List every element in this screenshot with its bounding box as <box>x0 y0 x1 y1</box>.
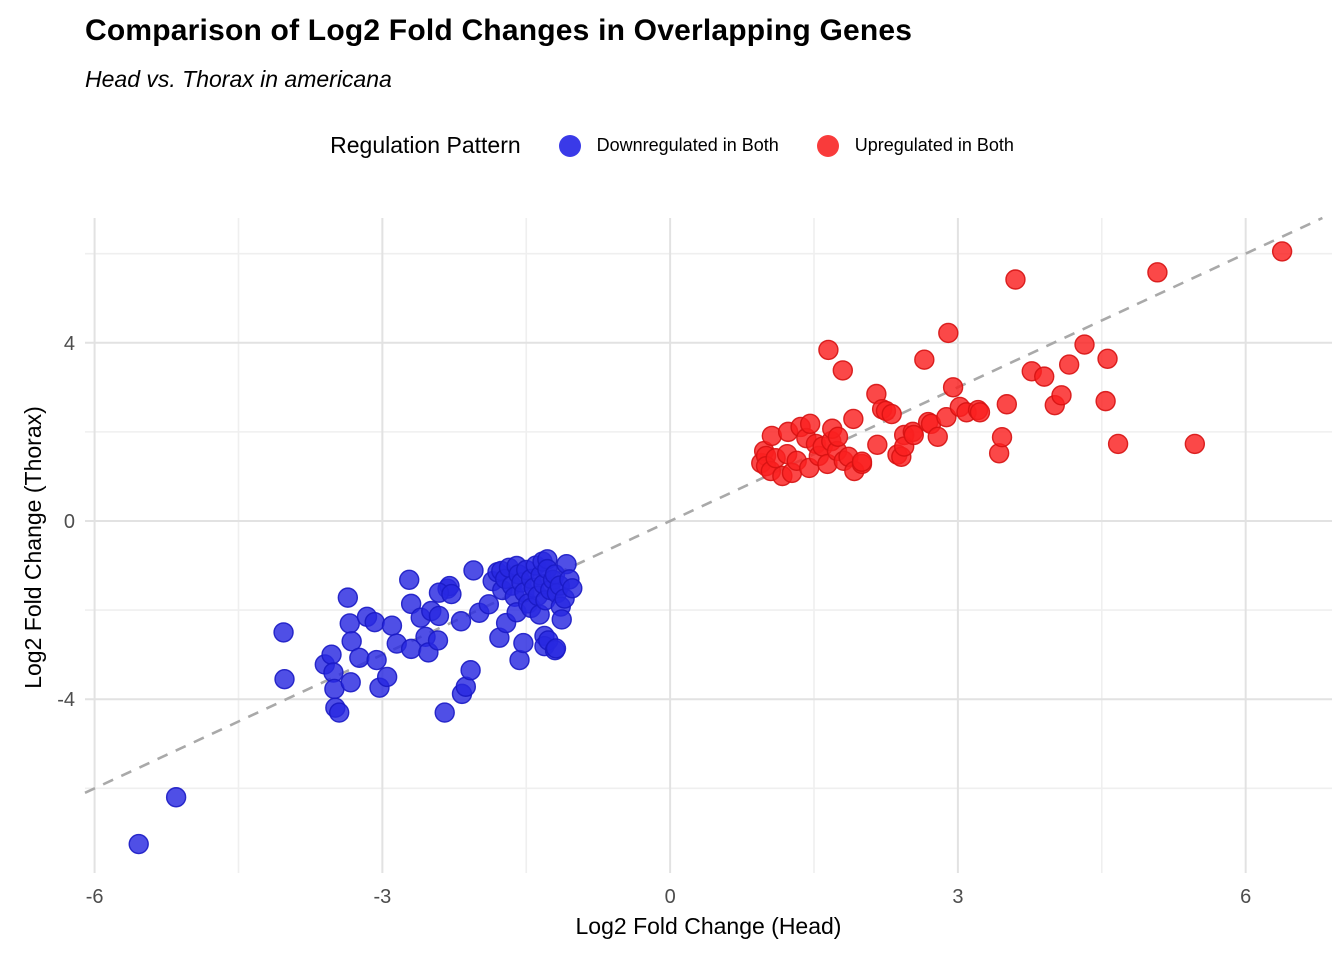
data-point-upregulated <box>1058 354 1080 375</box>
data-point-upregulated <box>832 360 853 381</box>
data-point-upregulated <box>1095 390 1116 412</box>
data-point-upregulated <box>1107 433 1129 455</box>
data-point-downregulated <box>273 622 294 643</box>
legend-dot-red <box>816 134 839 157</box>
data-point-upregulated <box>927 426 948 447</box>
data-point-upregulated <box>799 413 821 435</box>
data-point-upregulated <box>1005 269 1026 290</box>
chart-title: Comparison of Log2 Fold Changes in Overl… <box>85 14 913 47</box>
data-point-downregulated <box>337 587 359 608</box>
data-point-downregulated <box>381 615 403 636</box>
data-point-upregulated <box>881 403 902 425</box>
y-axis-title: Log2 Fold Change (Thorax) <box>20 406 46 689</box>
chart-subtitle: Head vs. Thorax in americana <box>85 66 392 92</box>
data-point-downregulated <box>545 638 567 659</box>
data-point-upregulated <box>1074 334 1095 355</box>
data-point-upregulated <box>903 424 924 446</box>
x-tick-label: 6 <box>1240 886 1251 908</box>
data-point-downregulated <box>364 611 385 633</box>
data-point-downregulated <box>400 593 422 615</box>
data-point-downregulated <box>376 666 398 688</box>
data-point-downregulated <box>513 632 534 654</box>
data-point-downregulated <box>165 787 187 808</box>
data-point-upregulated <box>1147 262 1168 283</box>
data-point-downregulated <box>441 583 462 605</box>
data-point-upregulated <box>936 406 957 428</box>
data-point-downregulated <box>328 702 350 723</box>
data-point-downregulated <box>428 605 450 627</box>
identity-line <box>84 216 1323 794</box>
data-point-upregulated <box>1034 366 1055 387</box>
data-point-downregulated <box>434 702 455 723</box>
data-point-downregulated <box>460 660 481 681</box>
data-point-downregulated <box>399 569 420 591</box>
x-tick-label: -6 <box>86 886 104 908</box>
data-point-upregulated <box>843 408 864 430</box>
data-point-downregulated <box>274 668 295 690</box>
data-point-downregulated <box>450 611 472 632</box>
data-point-upregulated <box>867 434 888 455</box>
data-point-downregulated <box>463 560 484 581</box>
data-point-upregulated <box>969 402 991 423</box>
data-point-downregulated <box>562 578 583 599</box>
legend-label: Downregulated in Both <box>596 135 779 155</box>
data-point-upregulated <box>827 426 849 447</box>
data-point-downregulated <box>551 609 572 630</box>
data-point-downregulated <box>478 594 500 615</box>
data-point-upregulated <box>914 349 935 370</box>
x-tick-label: 3 <box>952 886 963 908</box>
y-tick-label: -4 <box>57 689 75 711</box>
data-point-upregulated <box>818 339 839 361</box>
data-point-upregulated <box>1271 241 1293 262</box>
legend-dot-blue <box>558 134 581 157</box>
x-tick-label: -3 <box>373 886 391 908</box>
data-point-downregulated <box>349 647 370 668</box>
x-axis-title: Log2 Fold Change (Head) <box>575 913 842 939</box>
data-point-upregulated <box>1097 348 1118 370</box>
legend: Regulation Pattern Downregulated in Both… <box>0 132 1344 159</box>
y-tick-label: 4 <box>64 333 75 355</box>
legend-label: Upregulated in Both <box>854 135 1014 155</box>
x-tick-label: 0 <box>665 886 676 908</box>
data-point-upregulated <box>942 377 964 398</box>
data-point-downregulated <box>341 631 362 652</box>
data-point-downregulated <box>339 613 360 634</box>
data-point-upregulated <box>938 322 959 344</box>
legend-item-upregulated: Upregulated in Both <box>816 134 1014 157</box>
data-point-downregulated <box>427 630 449 651</box>
legend-item-downregulated: Downregulated in Both <box>558 134 779 157</box>
data-point-downregulated <box>321 644 342 665</box>
data-point-upregulated <box>996 394 1018 415</box>
data-point-upregulated <box>1051 385 1072 406</box>
data-point-downregulated <box>128 833 149 855</box>
y-tick-label: 0 <box>64 511 75 533</box>
legend-title: Regulation Pattern <box>330 132 521 158</box>
data-point-upregulated <box>851 451 873 472</box>
data-point-downregulated <box>340 672 361 693</box>
data-point-downregulated <box>366 649 387 671</box>
data-point-downregulated <box>509 649 530 671</box>
data-point-upregulated <box>1184 433 1206 455</box>
data-point-upregulated <box>991 427 1013 448</box>
